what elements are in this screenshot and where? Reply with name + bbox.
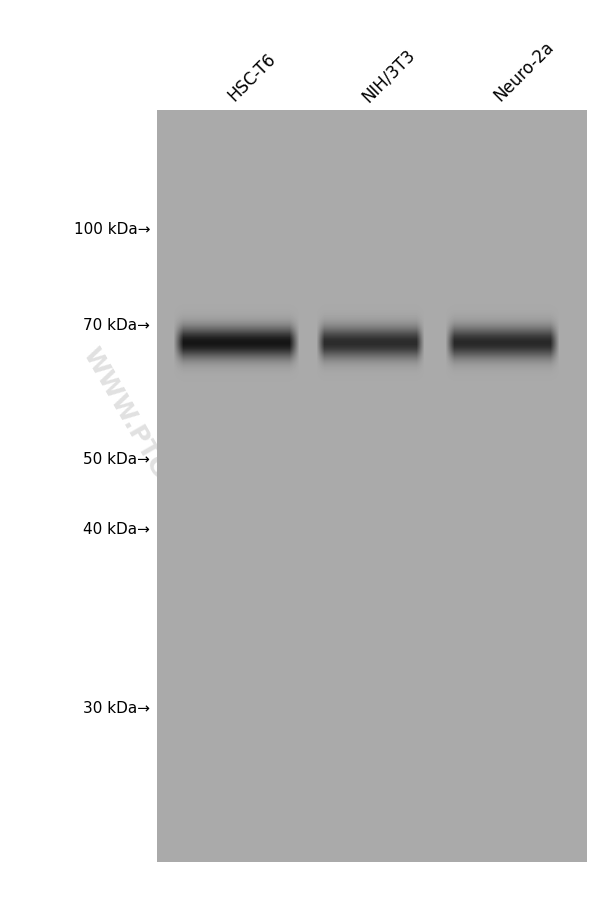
Text: WWW.PTGLAB.COM: WWW.PTGLAB.COM xyxy=(78,343,236,593)
Text: 40 kDa→: 40 kDa→ xyxy=(83,522,150,536)
Text: 30 kDa→: 30 kDa→ xyxy=(83,701,150,716)
Text: 70 kDa→: 70 kDa→ xyxy=(83,319,150,333)
Text: 50 kDa→: 50 kDa→ xyxy=(83,452,150,466)
Text: NIH/3T3: NIH/3T3 xyxy=(358,45,418,105)
Text: 100 kDa→: 100 kDa→ xyxy=(74,222,150,237)
Text: HSC-T6: HSC-T6 xyxy=(224,50,279,105)
Text: Neuro-2a: Neuro-2a xyxy=(490,39,557,105)
